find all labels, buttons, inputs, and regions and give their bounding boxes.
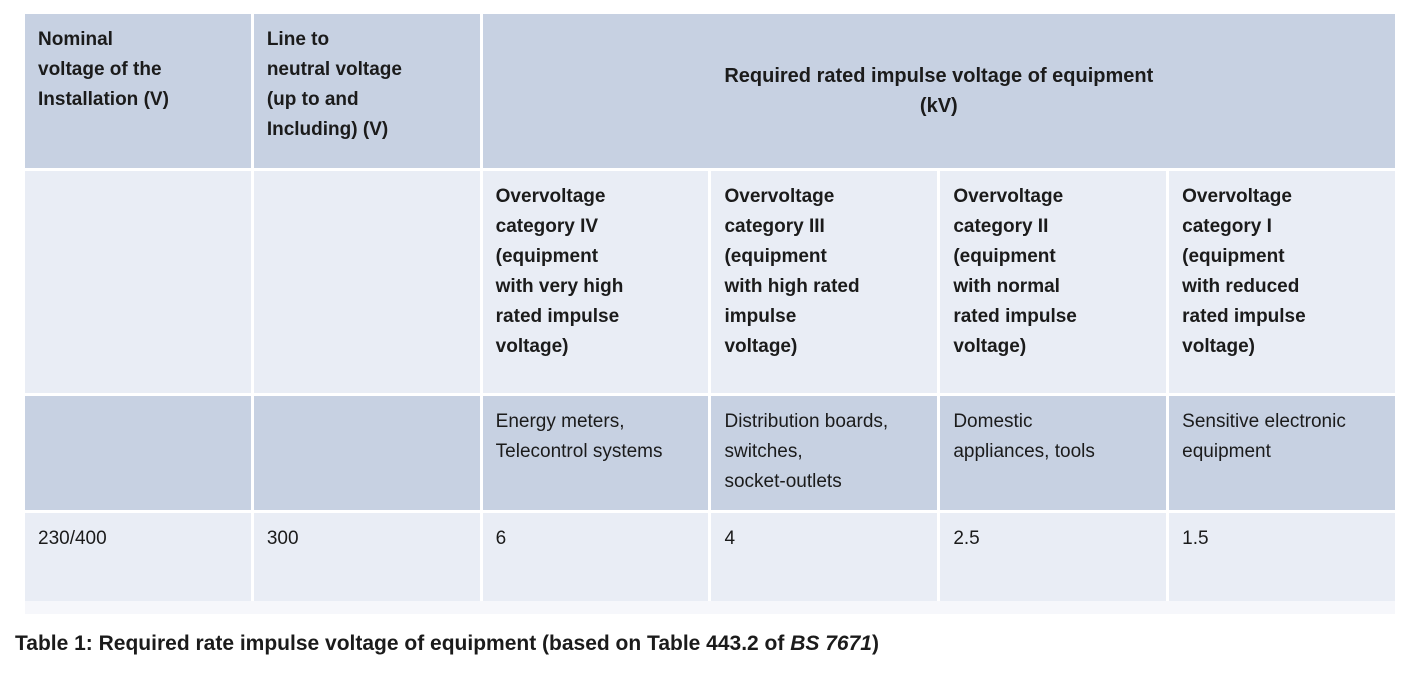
cell-impulse-category-iii: 4 [711,513,938,601]
cell-line-to-neutral-value: 300 [253,513,480,601]
header-category-iii: Overvoltage category III (equipment with… [711,171,938,393]
header-category-ii: Overvoltage category II (equipment with … [940,171,1167,393]
examples-category-ii: Domestic appliances, tools [940,396,1167,510]
empty-cell [253,396,480,510]
header-impulse-group: Required rated impulse voltage of equipm… [482,14,1395,168]
empty-cell [25,396,251,510]
cell-nominal-voltage-value: 230/400 [25,513,251,601]
header-line-to-neutral: Line to neutral voltage (up to and Inclu… [253,14,480,168]
caption-text: Table 1: Required rate impulse voltage o… [15,632,791,655]
header-category-iv: Overvoltage category IV (equipment with … [482,171,709,393]
empty-cell [25,171,251,393]
examples-category-i: Sensitive electronic equipment [1169,396,1395,510]
examples-category-iii: Distribution boards, switches, socket-ou… [711,396,938,510]
examples-category-iv: Energy meters, Telecontrol systems [482,396,709,510]
impulse-voltage-table: Nominal voltage of the Installation (V) … [25,14,1395,601]
table-caption: Table 1: Required rate impulse voltage o… [15,628,1405,660]
caption-standard-reference: BS 7671 [790,632,872,655]
cell-impulse-category-iv: 6 [482,513,709,601]
scan-artifact-band [25,601,1395,614]
header-nominal-voltage: Nominal voltage of the Installation (V) [25,14,251,168]
header-category-i: Overvoltage category I (equipment with r… [1169,171,1395,393]
cell-impulse-category-ii: 2.5 [940,513,1167,601]
empty-cell [253,171,480,393]
caption-suffix: ) [871,632,879,655]
cell-impulse-category-i: 1.5 [1169,513,1395,601]
